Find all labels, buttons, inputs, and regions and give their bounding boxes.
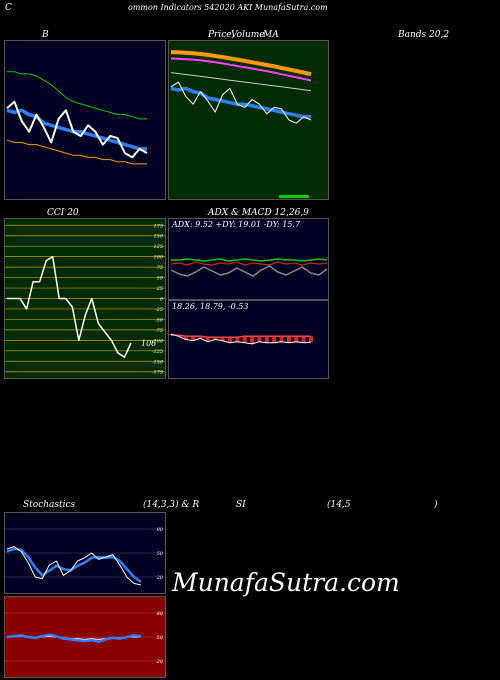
cci-tick-label: -150	[152, 359, 164, 365]
cci-tick-label: 50	[157, 276, 164, 282]
price-line	[170, 81, 312, 124]
adx-chart	[170, 258, 328, 277]
bb-upper-band	[7, 71, 147, 120]
bb-middle-band	[6, 108, 147, 151]
stoch-tick-label: 50	[157, 551, 164, 557]
macd-histogram-bar	[235, 337, 240, 342]
stoch-tick-label: 80	[157, 527, 164, 533]
stoch-title-c: SI	[236, 500, 246, 510]
macd-histogram-bar	[227, 337, 232, 343]
bb-panel	[4, 40, 166, 200]
macd-histogram-bar	[213, 337, 218, 340]
stoch-chart: 80 50 20	[5, 527, 165, 586]
adx-line	[170, 265, 328, 277]
macd-signal-line	[171, 334, 312, 339]
cci-tick-label: 75	[157, 265, 163, 271]
price-title-d: Bands 20,2	[398, 30, 450, 40]
macd-histogram-bar	[183, 336, 188, 340]
macd-histogram-bar	[198, 336, 203, 339]
macd-histogram-bar	[264, 336, 269, 343]
cci-tick-label: -125	[152, 349, 163, 355]
adx-panel: ADX: 9.52 +DY: 19.01 -DY: 15.7	[168, 218, 329, 300]
macd-histogram-bar	[191, 336, 196, 341]
macd-histogram-bar	[205, 337, 210, 342]
stoch-title-a: Stochastics	[23, 500, 76, 510]
price-title-b: Volume	[231, 30, 265, 40]
macd-histogram-bar	[257, 336, 262, 342]
macd-histogram-bar	[272, 336, 277, 343]
cci-tick-label: -175	[152, 370, 163, 376]
price-title-c: MA	[263, 30, 279, 40]
macd-histogram-bar	[309, 336, 313, 343]
cci-tick-label: 125	[153, 244, 163, 250]
macd-chart	[169, 333, 313, 345]
price-title-a: Price,	[208, 30, 235, 40]
cci-value-label: 106	[141, 339, 156, 348]
cci-title: CCI 20	[47, 208, 79, 218]
rsi-tick-label: 50	[157, 635, 164, 641]
macd-panel: 18.26, 18.79, -0.53	[168, 300, 329, 379]
bb-price-line	[6, 100, 148, 159]
macd-histogram-bar	[301, 336, 306, 343]
cci-panel: 175 150 125 100 75 50 25 0 -25 -50 -75 -100 -125 -150…	[4, 218, 166, 379]
header-c: C	[5, 3, 12, 13]
ma-grey-line	[170, 72, 312, 92]
minus-di-line	[170, 261, 328, 266]
cci-tick-label: -100	[152, 338, 164, 344]
cci-tick-label: -25	[155, 307, 163, 313]
watermark: MunafaSutra.com	[172, 568, 400, 597]
plus-di-line	[171, 258, 328, 262]
cci-tick-label: -50	[155, 317, 164, 323]
bb-title: B	[42, 30, 49, 40]
stoch-title-b: (14,3,3) & R	[143, 500, 200, 510]
page-title: ommon Indicators 542020 AKI MunafaSutra.…	[128, 3, 328, 12]
rsi-panel: 80 50 20	[4, 596, 166, 678]
adx-title: ADX & MACD 12,26,9	[208, 208, 309, 218]
ma-blue-line	[170, 86, 311, 119]
macd-histogram-bar	[242, 336, 247, 343]
adx-readout: ADX: 9.52 +DY: 19.01 -DY: 15.7	[172, 220, 301, 229]
macd-readout: 18.26, 18.79, -0.53	[172, 302, 249, 311]
rsi-chart: 80 50 20	[5, 611, 165, 665]
macd-histogram-bar	[294, 336, 299, 342]
stoch-title-d: (14,5	[327, 500, 351, 510]
rsi-tick-label: 20	[156, 659, 164, 665]
macd-histogram-bar	[286, 336, 291, 343]
macd-line	[170, 333, 312, 345]
bb-lower-band	[6, 139, 147, 165]
macd-histogram-bar	[220, 337, 225, 341]
cci-tick-label: 100	[153, 255, 163, 261]
cci-tick-label: 175	[153, 223, 163, 229]
stoch-k-line	[6, 546, 142, 586]
bb-chart	[6, 71, 148, 165]
ma-magenta-line	[170, 57, 312, 82]
rsi-line	[6, 633, 142, 644]
cci-tick-label: -75	[155, 328, 163, 334]
cci-tick-label: 0	[160, 297, 164, 303]
cci-tick-label: 150	[153, 234, 163, 240]
stoch-tick-label: 20	[156, 575, 164, 581]
macd-histogram-bar	[279, 336, 284, 342]
macd-histogram-bar	[250, 336, 255, 344]
stoch-d-line	[6, 547, 142, 583]
volume-bar	[279, 195, 309, 198]
cci-tick-label: 25	[156, 286, 163, 292]
stoch-title-e: )	[434, 500, 438, 510]
stoch-panel: 80 50 20	[4, 512, 166, 594]
price-chart	[170, 50, 312, 198]
price-panel	[168, 40, 329, 200]
ma-orange-line	[170, 50, 312, 77]
cci-line	[7, 255, 132, 358]
cci-chart: 175 150 125 100 75 50 25 0 -25 -50 -75 -100 -125 -150…	[5, 223, 165, 376]
rsi-tick-label: 80	[157, 611, 164, 617]
